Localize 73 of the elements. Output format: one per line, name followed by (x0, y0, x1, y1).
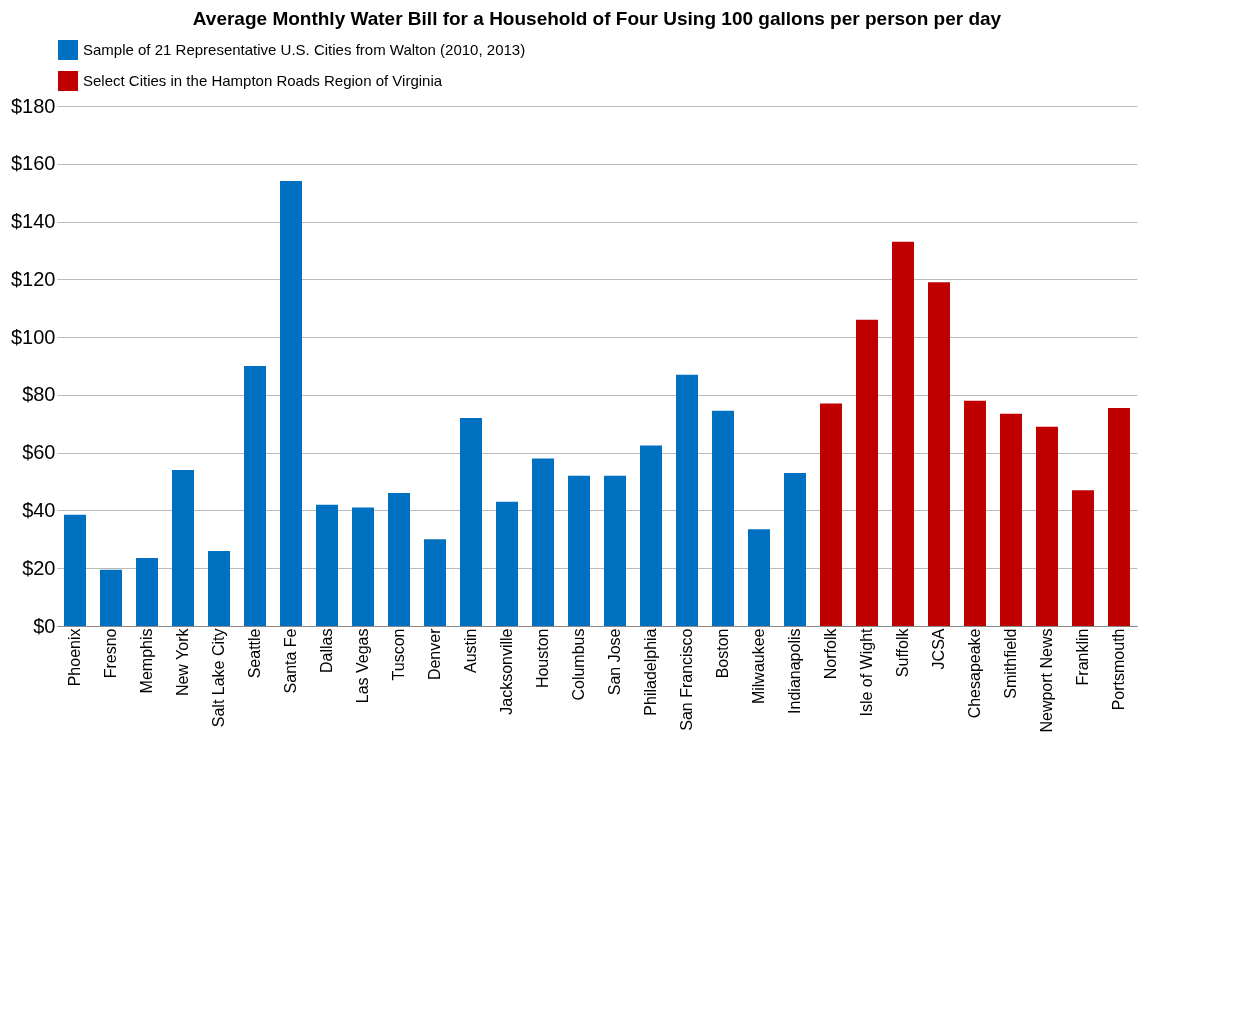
x-tick-label: Columbus (570, 628, 587, 701)
x-tick-label: Tuscon (390, 628, 407, 681)
x-tick-label: Memphis (138, 628, 155, 694)
x-tick-label: Houston (534, 628, 551, 689)
y-tick-label: $40 (22, 498, 56, 521)
bar (172, 470, 194, 626)
bar (388, 493, 410, 626)
x-tick-label: Suffolk (894, 627, 911, 678)
x-tick-label: Chesapeake (966, 628, 983, 719)
bar (352, 507, 374, 626)
bar (208, 550, 230, 626)
x-tick-label: Isle of Wight (858, 627, 875, 717)
x-tick-label: Seattle (246, 628, 263, 679)
x-tick-label: Denver (426, 627, 443, 681)
x-tick-label: Dallas (318, 628, 335, 673)
bar (640, 445, 662, 626)
x-tick-label: San Jose (606, 628, 623, 696)
x-tick-label: New York (174, 627, 191, 697)
x-tick-label: Franklin (1074, 628, 1091, 686)
bar (64, 514, 86, 626)
y-tick-label: $100 (11, 325, 56, 348)
bar (568, 475, 590, 626)
x-tick-label: Indianapolis (786, 628, 803, 714)
x-tick-label: San Francisco (678, 628, 695, 731)
bar (928, 282, 950, 626)
x-tick-label: Milwaukee (750, 628, 767, 705)
y-tick-label: $120 (11, 267, 56, 290)
bar (748, 529, 770, 626)
bar (964, 400, 986, 626)
x-tick-label: Salt Lake City (210, 628, 227, 728)
x-tick-label: Boston (714, 628, 731, 679)
x-tick-label: Philadelphia (642, 628, 659, 716)
bar (532, 458, 554, 626)
y-tick-label: $20 (22, 556, 56, 579)
bar (496, 501, 518, 626)
y-tick-label: $140 (11, 210, 56, 233)
x-tick-label: JCSA (930, 628, 947, 670)
y-tick-label: $0 (33, 614, 56, 637)
y-tick-label: $180 (11, 94, 56, 117)
bar (1000, 413, 1022, 626)
bar (424, 539, 446, 626)
bar (316, 504, 338, 626)
bar (856, 319, 878, 626)
x-tick-label: Jacksonville (498, 628, 515, 715)
bar (244, 366, 266, 626)
bar (820, 403, 842, 626)
bar (1036, 426, 1058, 626)
legend-label: Select Cities in the Hampton Roads Region of Virginia (83, 72, 443, 89)
bar (1108, 407, 1130, 626)
x-tick-label: Smithfield (1002, 628, 1019, 699)
y-tick-label: $80 (22, 383, 56, 406)
bar (1072, 490, 1094, 626)
bar (100, 569, 122, 626)
bar (676, 374, 698, 626)
x-tick-label: Las Vegas (354, 628, 371, 704)
bar (604, 475, 626, 626)
x-tick-label: Newport News (1038, 628, 1055, 733)
bar (712, 410, 734, 626)
legend-label: Sample of 21 Representative U.S. Cities from Walton (2010, 2013) (83, 41, 526, 58)
bar (892, 241, 914, 626)
x-tick-label: Phoenix (66, 628, 83, 687)
x-tick-label: Portsmouth (1110, 628, 1127, 711)
x-tick-label: Santa Fe (282, 628, 299, 694)
chart-title: Average Monthly Water Bill for a Household of Four Using 100 gallons per person per day (192, 8, 1002, 29)
bar (784, 472, 806, 626)
bar (136, 558, 158, 626)
bar (280, 181, 302, 626)
bar (460, 418, 482, 626)
x-tick-label: Fresno (102, 628, 119, 679)
x-tick-label: Norfolk (822, 627, 839, 680)
x-tick-label: Austin (462, 628, 479, 673)
y-tick-label: $160 (11, 152, 56, 175)
y-tick-label: $60 (22, 441, 56, 464)
